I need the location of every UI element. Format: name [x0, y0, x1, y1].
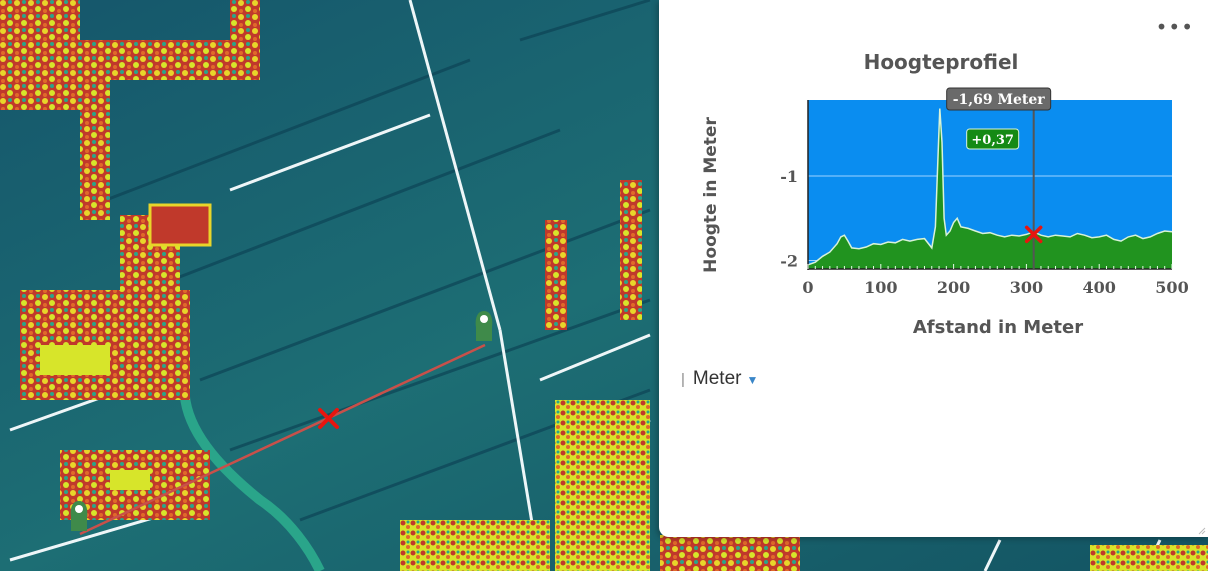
unit-label: Meter [692, 368, 742, 389]
x-tick-label: 400 [1082, 278, 1115, 297]
resize-grip[interactable] [1198, 527, 1206, 535]
y-tick-label: -1 [780, 167, 798, 186]
unit-select[interactable]: Meter ▼ [693, 368, 758, 389]
more-options-button[interactable]: ••• [1156, 17, 1194, 37]
delta-badge-text: +0,37 [971, 133, 1014, 148]
x-tick-label: 300 [1010, 278, 1043, 297]
profile-line [807, 108, 1173, 266]
buildings [40, 203, 212, 490]
x-tick-label: 200 [937, 278, 970, 297]
chart-title: Hoogteprofiel [864, 50, 1019, 74]
cross-marker-icon [318, 408, 339, 429]
unit-selector-row: | Meter ▼ [681, 368, 758, 390]
road [179, 379, 325, 571]
y-axis-ticks: -1 -2 [780, 167, 798, 270]
profile-area [808, 108, 1172, 269]
separator: | [681, 371, 685, 388]
x-axis-label: Afstand in Meter [913, 317, 1083, 338]
y-tick-label: -2 [780, 252, 798, 271]
tooltip-text: -1,69 Meter [953, 92, 1046, 108]
x-tick-label: 500 [1155, 278, 1188, 297]
x-tick-label: 0 [802, 278, 813, 297]
x-tick-label: 100 [864, 278, 897, 297]
more-horizontal-icon: ••• [1155, 15, 1194, 39]
caret-down-icon: ▼ [746, 373, 759, 387]
field-furrows [79, 0, 651, 522]
value-tooltip: -1,69 Meter [946, 87, 1052, 111]
cross-marker-icon [1024, 225, 1043, 244]
map-pin-icon[interactable] [70, 501, 88, 531]
map-pin-icon[interactable] [475, 311, 493, 341]
y-axis-label: Hoogte in Meter [701, 117, 721, 273]
elevation-profile-panel: ••• Hoogteprofiel -1,69 Meter +0,37 -1 -2 … [659, 0, 1208, 537]
profile-line [79, 343, 486, 536]
elevation-profile-chart: Hoogteprofiel -1,69 Meter +0,37 -1 -2 0 100… [701, 50, 1189, 338]
x-axis-ticks: 0 100 200 300 400 500 [802, 278, 1188, 297]
delta-badge: +0,37 [966, 128, 1020, 150]
plot-area[interactable]: -1,69 Meter +0,37 [807, 87, 1173, 270]
